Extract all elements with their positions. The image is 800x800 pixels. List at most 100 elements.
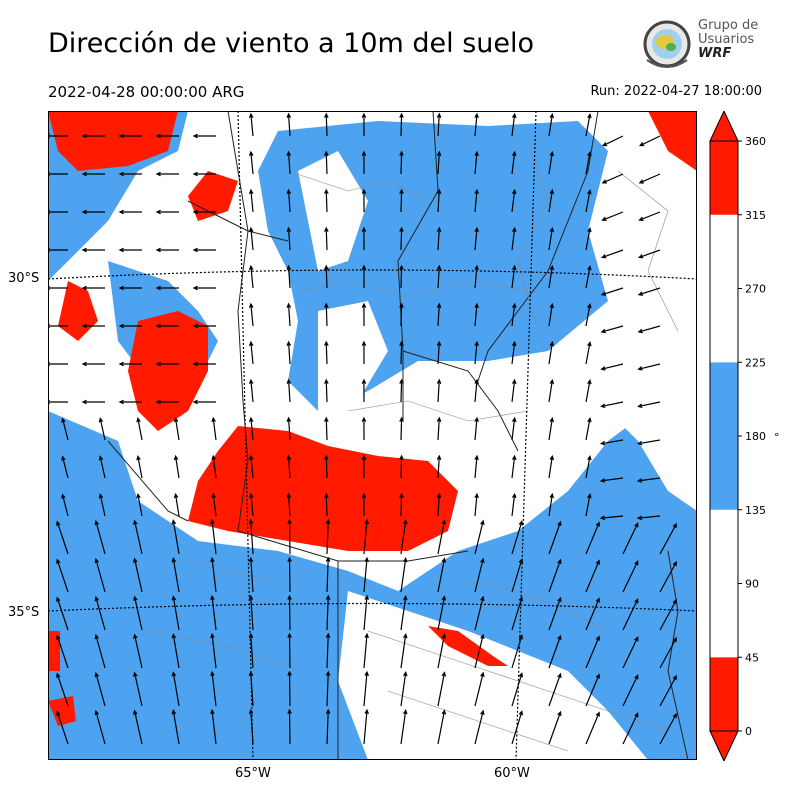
wind-arrow [436, 112, 442, 137]
wind-arrow [98, 417, 106, 441]
wind-arrow [81, 247, 105, 253]
wind-arrow [400, 708, 408, 745]
wind-arrow [511, 264, 517, 289]
wind-arrow [511, 710, 524, 745]
wind-arrow [133, 557, 143, 593]
wind-arrow [133, 519, 143, 555]
wind-arrow [474, 633, 485, 669]
wind-arrow [56, 520, 69, 555]
wind-arrow [548, 112, 555, 137]
wind-arrow [363, 556, 369, 593]
wind-arrow [248, 264, 254, 289]
wind-arrow [511, 112, 517, 137]
wind-arrow [600, 287, 624, 296]
wind-arrow [81, 171, 105, 177]
wind-arrow [599, 477, 624, 483]
colorbar-tick-label: 315 [745, 209, 766, 222]
wind-arrow [511, 492, 517, 517]
wind-arrow [325, 556, 331, 593]
wind-arrow [192, 285, 216, 291]
wind-arrow [659, 674, 677, 707]
wind-arrow [192, 247, 216, 253]
wind-arrow [548, 558, 562, 593]
wind-arrow [636, 515, 661, 521]
wind-arrow [601, 135, 624, 147]
wind-arrow [324, 226, 329, 251]
wind-direction-map [44, 110, 698, 761]
wind-arrow [585, 379, 592, 403]
wind-arrow [287, 556, 292, 593]
wind-arrow [659, 598, 677, 631]
wind-arrow [474, 595, 485, 631]
wind-arrow [192, 209, 216, 215]
wind-arrow [211, 492, 217, 517]
wind-arrow [210, 632, 217, 669]
wind-arrow [548, 454, 555, 479]
wind-arrow [248, 632, 254, 669]
wind-arrow [155, 133, 179, 139]
wind-arrow [248, 188, 254, 213]
wind-arrow [399, 454, 404, 479]
wind-arrow [622, 598, 639, 631]
wind-arrow [622, 674, 639, 707]
wind-arrow [400, 594, 408, 631]
wind-arrow [399, 302, 404, 327]
wind-arrow [622, 636, 639, 669]
wind-arrow [133, 595, 143, 631]
wind-arrow [81, 285, 105, 291]
wind-arrow [585, 635, 600, 669]
colorbar-min-extend [709, 730, 739, 763]
direction-red-areas [48, 111, 697, 726]
wind-arrow [437, 633, 447, 669]
wind-arrow [324, 150, 329, 175]
wind-arrow [585, 189, 592, 213]
wind-arrow [511, 226, 517, 251]
wind-arrow [436, 340, 442, 365]
direction-white-areas [298, 111, 697, 760]
wind-arrow [286, 454, 292, 479]
wind-arrow [136, 455, 143, 479]
wind-arrow [210, 518, 217, 555]
colorbar-tick-label: 270 [745, 283, 766, 296]
wind-arrow [399, 378, 404, 403]
wind-arrow [511, 416, 517, 441]
wind-arrow [585, 521, 600, 555]
wind-arrow [325, 708, 331, 745]
lon-label-65w: 65°W [235, 766, 271, 781]
wind-arrow [98, 493, 106, 517]
colorbar-band [710, 509, 738, 658]
wind-arrow [56, 596, 69, 631]
wind-arrow [361, 416, 367, 441]
wind-arrow [192, 361, 216, 367]
wind-arrow [361, 454, 367, 479]
wind-arrow [361, 112, 367, 137]
wind-arrow [133, 671, 143, 707]
wind-arrow [437, 557, 447, 593]
wind-arrow [136, 493, 143, 517]
wind-arrow [171, 633, 180, 669]
wind-arrow [585, 151, 592, 175]
wind-arrow [585, 303, 592, 327]
wind-arrow [599, 515, 624, 521]
wind-arrow [436, 378, 442, 403]
wind-arrow [585, 113, 592, 137]
wind-arrow [363, 708, 369, 745]
wind-arrow [601, 211, 624, 222]
wind-arrow [133, 633, 143, 669]
colorbar-tick-label: 360 [745, 135, 766, 148]
colorbar-tick-label: 135 [745, 504, 766, 517]
wind-arrow [173, 454, 180, 479]
wind-arrow [81, 133, 105, 139]
wind-arrow [94, 557, 106, 593]
wind-arrow [548, 492, 555, 517]
wind-arrow [436, 416, 442, 441]
wind-arrow [399, 264, 404, 289]
wind-arrow [511, 340, 517, 365]
map-canvas [44, 110, 698, 761]
wind-arrow [363, 670, 369, 707]
wind-arrow [94, 709, 106, 745]
wind-arrow [601, 173, 624, 184]
wind-arrow [248, 454, 254, 479]
wind-arrow [436, 226, 442, 251]
wind-arrow [548, 378, 555, 403]
